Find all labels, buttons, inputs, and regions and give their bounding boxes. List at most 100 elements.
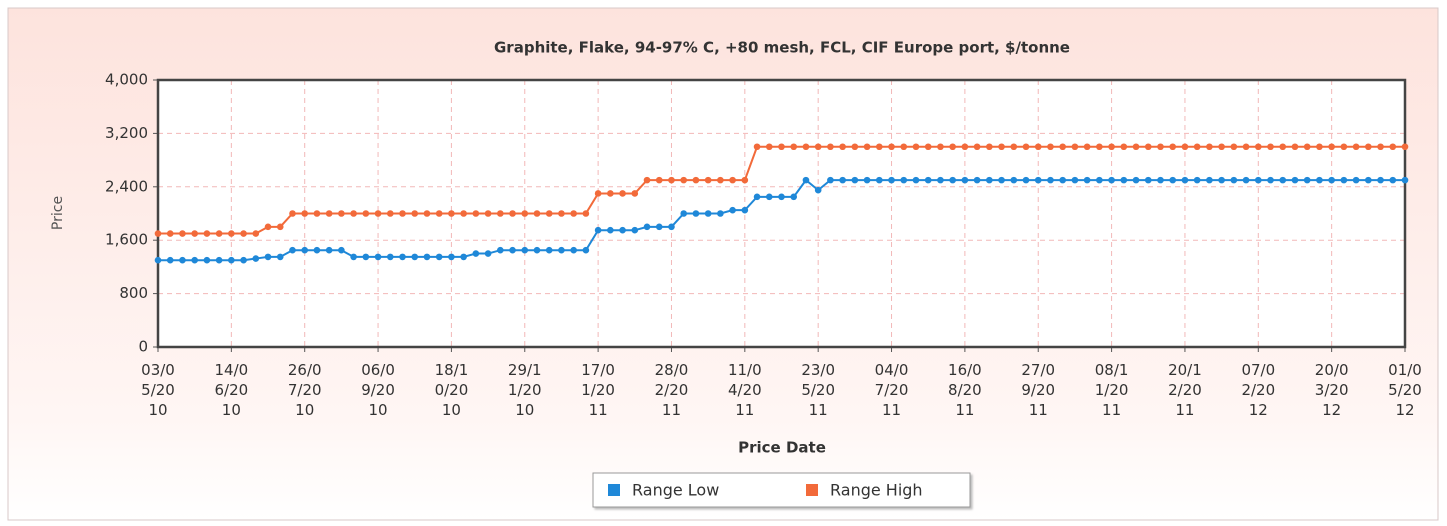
data-point bbox=[973, 143, 981, 151]
data-point bbox=[240, 230, 247, 237]
data-point bbox=[411, 210, 419, 217]
data-point bbox=[325, 246, 333, 254]
data-point bbox=[228, 230, 235, 237]
data-point bbox=[1083, 176, 1091, 184]
data-point bbox=[692, 210, 700, 217]
data-point bbox=[668, 176, 675, 184]
data-point bbox=[313, 246, 321, 254]
data-point bbox=[655, 223, 663, 231]
data-point bbox=[900, 143, 908, 151]
data-point bbox=[558, 246, 565, 254]
data-point bbox=[1022, 176, 1030, 184]
legend-swatch bbox=[806, 484, 818, 496]
data-point bbox=[179, 256, 186, 264]
data-point bbox=[741, 206, 749, 214]
data-point bbox=[778, 193, 785, 201]
data-point bbox=[276, 253, 284, 261]
data-point bbox=[802, 176, 810, 184]
data-point bbox=[717, 210, 724, 217]
data-point bbox=[1059, 143, 1066, 151]
y-axis-label: Price bbox=[50, 196, 66, 230]
data-point bbox=[1218, 176, 1225, 184]
data-point bbox=[460, 253, 467, 261]
data-point bbox=[154, 256, 162, 264]
data-point bbox=[1377, 176, 1384, 184]
data-point bbox=[1157, 176, 1164, 184]
data-point bbox=[1303, 176, 1311, 184]
data-point bbox=[802, 143, 810, 151]
data-point bbox=[924, 176, 932, 184]
data-point bbox=[998, 143, 1005, 151]
data-point bbox=[289, 246, 296, 254]
data-point bbox=[509, 210, 516, 217]
data-point bbox=[521, 210, 529, 217]
data-point bbox=[1328, 143, 1335, 151]
data-point bbox=[154, 230, 162, 237]
data-point bbox=[533, 210, 541, 217]
data-point bbox=[1230, 143, 1238, 151]
data-point bbox=[1242, 176, 1250, 184]
data-point bbox=[1267, 143, 1274, 151]
data-point bbox=[631, 226, 639, 234]
data-point bbox=[386, 253, 394, 261]
data-point bbox=[313, 210, 321, 217]
data-point bbox=[484, 210, 492, 217]
data-point bbox=[484, 250, 492, 257]
legend-swatch bbox=[608, 484, 620, 496]
data-point bbox=[1108, 176, 1115, 184]
data-point bbox=[961, 176, 969, 184]
data-point bbox=[570, 246, 577, 254]
data-point bbox=[827, 143, 834, 151]
x-tick-label: 14/0 6/20 10 bbox=[215, 361, 249, 419]
data-point bbox=[619, 226, 626, 234]
data-point bbox=[607, 226, 614, 234]
data-point bbox=[521, 246, 529, 254]
data-point bbox=[765, 143, 773, 151]
data-point bbox=[973, 176, 981, 184]
y-tick-label: 0 bbox=[138, 338, 148, 356]
x-tick-label: 08/1 1/20 11 bbox=[1095, 361, 1129, 419]
x-tick-label: 20/1 2/20 11 bbox=[1168, 361, 1202, 419]
data-point bbox=[643, 176, 651, 184]
data-point bbox=[912, 176, 920, 184]
data-point bbox=[1181, 143, 1189, 151]
data-point bbox=[1010, 176, 1018, 184]
data-point bbox=[998, 176, 1005, 184]
data-point bbox=[961, 143, 969, 151]
data-point bbox=[1206, 143, 1213, 151]
data-point bbox=[900, 176, 908, 184]
data-point bbox=[851, 176, 859, 184]
data-point bbox=[362, 210, 370, 217]
data-point bbox=[1352, 143, 1360, 151]
legend-label: Range High bbox=[830, 481, 923, 500]
data-point bbox=[1144, 143, 1152, 151]
data-point bbox=[1120, 176, 1128, 184]
data-point bbox=[1377, 143, 1384, 151]
data-point bbox=[252, 255, 260, 262]
data-point bbox=[1096, 176, 1103, 184]
data-point bbox=[350, 253, 357, 261]
data-point bbox=[1352, 176, 1360, 184]
data-point bbox=[1193, 143, 1201, 151]
data-point bbox=[729, 206, 736, 214]
data-point bbox=[362, 253, 370, 261]
data-point bbox=[1401, 176, 1409, 184]
data-point bbox=[374, 210, 382, 217]
data-point bbox=[1022, 143, 1030, 151]
data-point bbox=[594, 190, 602, 197]
data-point bbox=[448, 253, 455, 261]
data-point bbox=[545, 246, 553, 254]
x-tick-label: 20/0 3/20 12 bbox=[1315, 361, 1349, 419]
x-tick-label: 27/0 9/20 11 bbox=[1021, 361, 1055, 419]
data-point bbox=[741, 176, 749, 184]
data-point bbox=[350, 210, 357, 217]
data-point bbox=[228, 256, 235, 264]
data-point bbox=[888, 143, 895, 151]
y-tick-label: 1,600 bbox=[105, 231, 148, 249]
data-point bbox=[668, 223, 675, 231]
data-point bbox=[374, 253, 382, 261]
y-tick-label: 2,400 bbox=[105, 177, 148, 195]
data-point bbox=[203, 230, 211, 237]
x-tick-label: 23/0 5/20 11 bbox=[801, 361, 835, 419]
